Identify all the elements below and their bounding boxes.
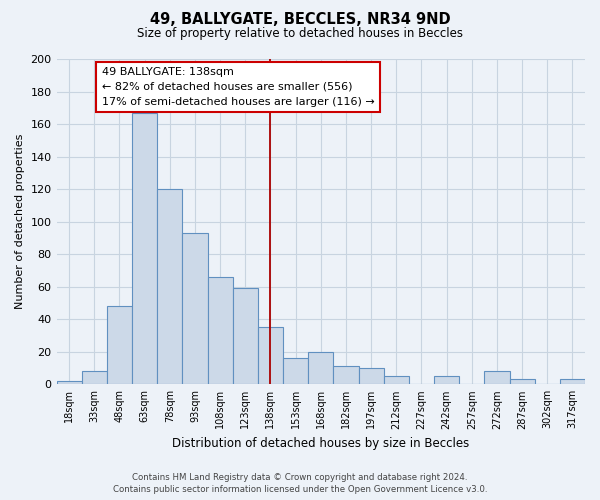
Bar <box>82 372 107 384</box>
Bar <box>258 328 283 384</box>
Bar <box>283 358 308 384</box>
Y-axis label: Number of detached properties: Number of detached properties <box>15 134 25 310</box>
Text: 49 BALLYGATE: 138sqm
← 82% of detached houses are smaller (556)
17% of semi-deta: 49 BALLYGATE: 138sqm ← 82% of detached h… <box>102 67 374 106</box>
Bar <box>434 376 459 384</box>
Bar <box>157 189 182 384</box>
Bar <box>383 376 409 384</box>
Bar <box>208 277 233 384</box>
Bar <box>233 288 258 384</box>
Bar <box>484 372 509 384</box>
Bar <box>560 380 585 384</box>
Bar <box>107 306 132 384</box>
Bar <box>132 112 157 384</box>
Bar <box>182 233 208 384</box>
Bar <box>56 381 82 384</box>
Text: Contains HM Land Registry data © Crown copyright and database right 2024.
Contai: Contains HM Land Registry data © Crown c… <box>113 472 487 494</box>
Bar <box>509 380 535 384</box>
Bar <box>334 366 359 384</box>
Bar <box>359 368 383 384</box>
Text: Size of property relative to detached houses in Beccles: Size of property relative to detached ho… <box>137 28 463 40</box>
X-axis label: Distribution of detached houses by size in Beccles: Distribution of detached houses by size … <box>172 437 469 450</box>
Text: 49, BALLYGATE, BECCLES, NR34 9ND: 49, BALLYGATE, BECCLES, NR34 9ND <box>149 12 451 28</box>
Bar <box>308 352 334 384</box>
